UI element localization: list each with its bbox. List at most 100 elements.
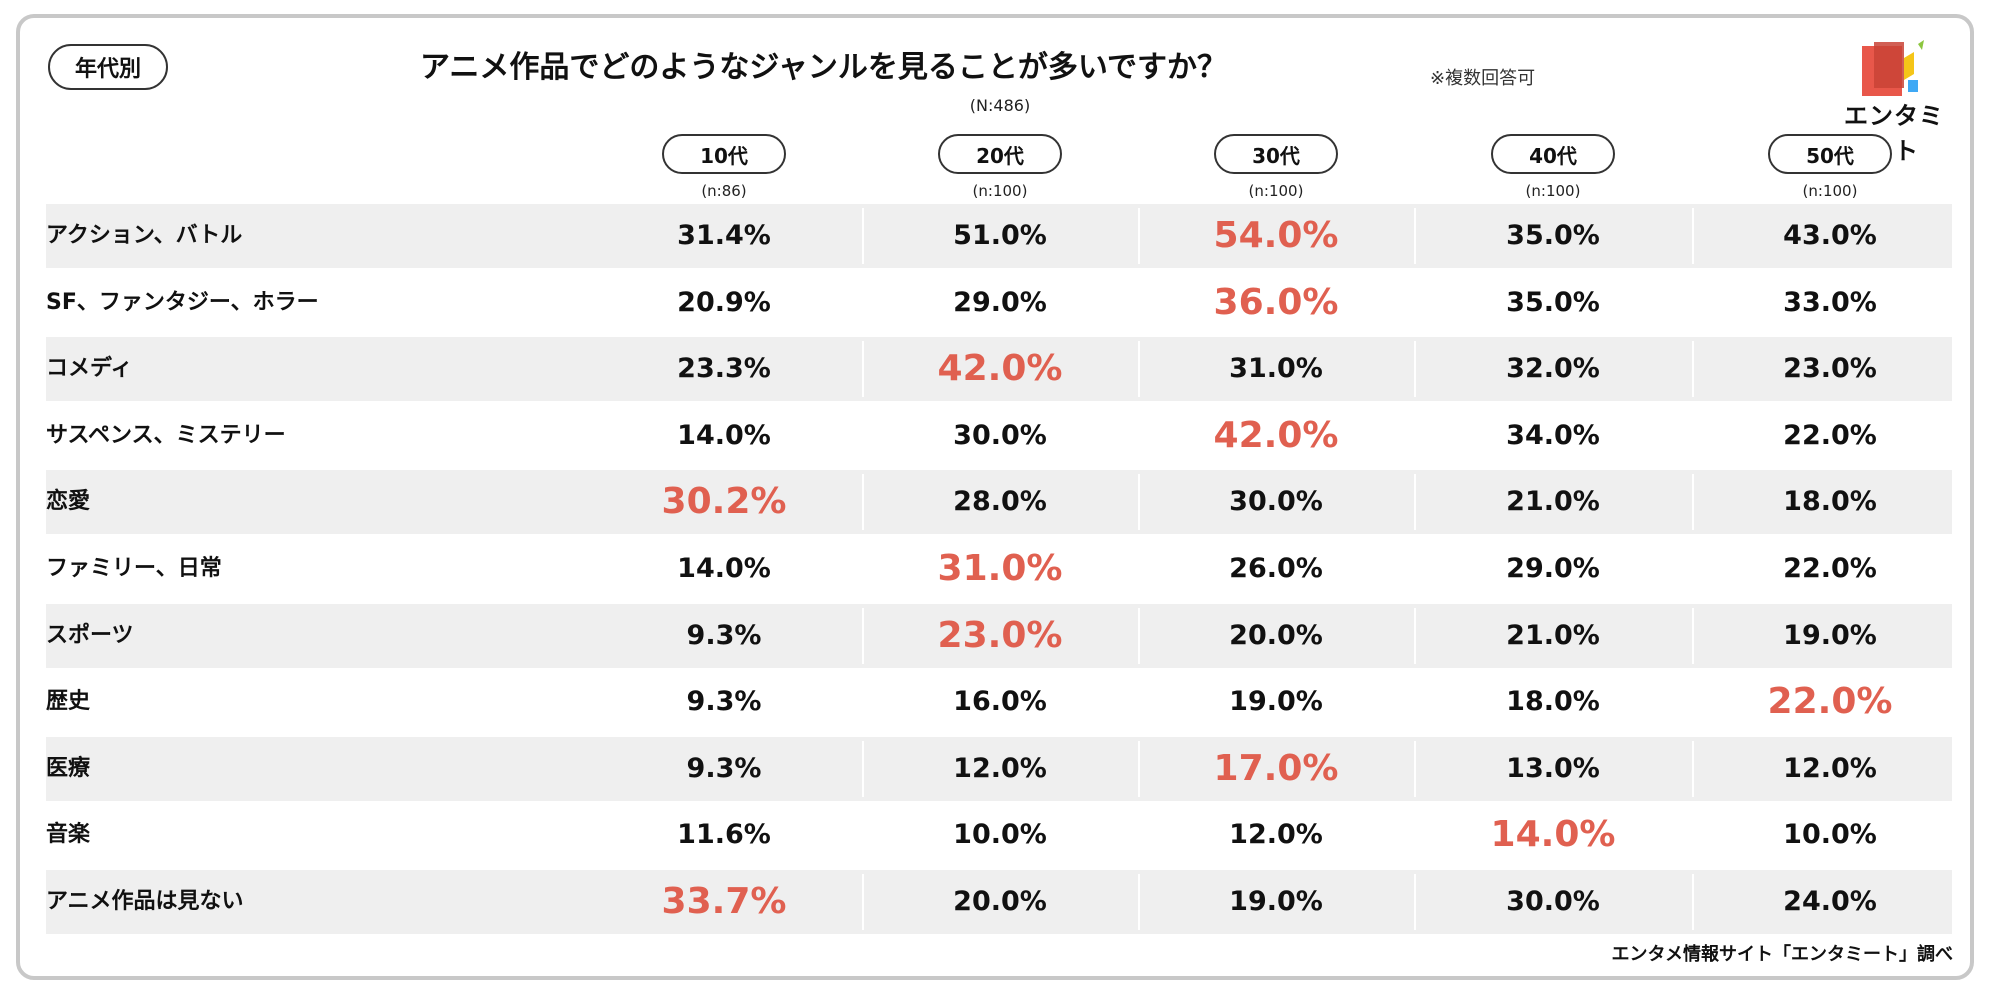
value-cell: 28.0% <box>953 486 1047 517</box>
highlighted-value-cell: 33.7% <box>661 881 787 922</box>
row-label: コメディ <box>46 356 133 381</box>
table-row: アクション、バトル 31.4% 51.0% 54.0% 35.0% 43.0% <box>46 204 1952 268</box>
row-label: 歴史 <box>46 689 91 714</box>
column-header-3: 30代 <box>1214 134 1338 174</box>
highlighted-value-cell: 42.0% <box>937 348 1063 389</box>
row-label: スポーツ <box>46 623 134 648</box>
value-cell: 19.0% <box>1229 886 1323 917</box>
row-label: ファミリー、日常 <box>46 556 222 581</box>
highlighted-value-cell: 54.0% <box>1213 215 1339 256</box>
value-cell: 11.6% <box>677 819 771 850</box>
column-separator <box>1414 341 1416 397</box>
value-cell: 18.0% <box>1783 486 1877 517</box>
value-cell: 43.0% <box>1783 220 1877 251</box>
value-cell: 9.3% <box>686 686 762 717</box>
row-label: アクション、バトル <box>46 223 243 248</box>
value-cell: 22.0% <box>1783 553 1877 584</box>
row-label: 音楽 <box>46 822 91 847</box>
value-cell: 12.0% <box>1229 819 1323 850</box>
column-separator <box>862 474 864 530</box>
column-header-5: 50代 <box>1768 134 1892 174</box>
column-separator <box>1138 208 1140 264</box>
table-row: スポーツ 9.3% 23.0% 20.0% 21.0% 19.0% <box>46 604 1952 668</box>
column-separator <box>862 741 864 797</box>
value-cell: 33.0% <box>1783 287 1877 318</box>
column-header-2: 20代 <box>938 134 1062 174</box>
column-separator <box>1414 741 1416 797</box>
column-header-1: 10代 <box>662 134 786 174</box>
category-badge: 年代別 <box>48 44 168 90</box>
column-header-4: 40代 <box>1491 134 1615 174</box>
value-cell: 20.9% <box>677 287 771 318</box>
table-row: 恋愛 30.2% 28.0% 30.0% 21.0% 18.0% <box>46 470 1952 534</box>
value-cell: 19.0% <box>1783 620 1877 651</box>
column-separator <box>1138 741 1140 797</box>
highlighted-value-cell: 42.0% <box>1213 415 1339 456</box>
column-separator <box>1414 874 1416 930</box>
value-cell: 51.0% <box>953 220 1047 251</box>
multiple-answer-note: ※複数回答可 <box>1430 68 1536 89</box>
value-cell: 26.0% <box>1229 553 1323 584</box>
value-cell: 21.0% <box>1506 620 1600 651</box>
value-cell: 9.3% <box>686 620 762 651</box>
column-separator <box>1692 741 1694 797</box>
column-sample-size-4: (n:100) <box>1525 182 1581 200</box>
column-separator <box>862 608 864 664</box>
entameet-logo-icon <box>1862 40 1924 96</box>
highlighted-value-cell: 17.0% <box>1213 748 1339 789</box>
value-cell: 31.4% <box>677 220 771 251</box>
column-separator <box>1414 208 1416 264</box>
value-cell: 35.0% <box>1506 220 1600 251</box>
column-separator <box>862 208 864 264</box>
table-row: 歴史 9.3% 16.0% 19.0% 18.0% 22.0% <box>46 670 1952 734</box>
row-label: サスペンス、ミステリー <box>46 423 286 448</box>
column-separator <box>1692 474 1694 530</box>
value-cell: 23.3% <box>677 353 771 384</box>
column-separator <box>1414 474 1416 530</box>
value-cell: 24.0% <box>1783 886 1877 917</box>
row-label: 恋愛 <box>46 489 91 514</box>
table-row: ファミリー、日常 14.0% 31.0% 26.0% 29.0% 22.0% <box>46 537 1952 601</box>
value-cell: 12.0% <box>1783 753 1877 784</box>
value-cell: 14.0% <box>677 553 771 584</box>
source-credit: エンタメ情報サイト「エンタミート」調べ <box>1611 944 1953 965</box>
table-row: 音楽 11.6% 10.0% 12.0% 14.0% 10.0% <box>46 803 1952 867</box>
highlighted-value-cell: 31.0% <box>937 548 1063 589</box>
value-cell: 18.0% <box>1506 686 1600 717</box>
highlighted-value-cell: 36.0% <box>1213 282 1339 323</box>
row-label: アニメ作品は見ない <box>46 889 244 914</box>
table-row: 医療 9.3% 12.0% 17.0% 13.0% 12.0% <box>46 737 1952 801</box>
column-separator <box>862 874 864 930</box>
table-row: サスペンス、ミステリー 14.0% 30.0% 42.0% 34.0% 22.0% <box>46 404 1952 468</box>
value-cell: 32.0% <box>1506 353 1600 384</box>
row-label: SF、ファンタジー、ホラー <box>46 290 319 315</box>
row-label: 医療 <box>46 756 91 781</box>
value-cell: 20.0% <box>1229 620 1323 651</box>
column-separator <box>1692 874 1694 930</box>
value-cell: 30.0% <box>1229 486 1323 517</box>
column-sample-size-3: (n:100) <box>1248 182 1304 200</box>
value-cell: 21.0% <box>1506 486 1600 517</box>
column-sample-size-2: (n:100) <box>972 182 1028 200</box>
value-cell: 10.0% <box>1783 819 1877 850</box>
column-separator <box>1692 608 1694 664</box>
value-cell: 14.0% <box>677 420 771 451</box>
value-cell: 13.0% <box>1506 753 1600 784</box>
value-cell: 29.0% <box>1506 553 1600 584</box>
column-separator <box>1138 874 1140 930</box>
table-row: コメディ 23.3% 42.0% 31.0% 32.0% 23.0% <box>46 337 1952 401</box>
highlighted-value-cell: 23.0% <box>937 615 1063 656</box>
highlighted-value-cell: 30.2% <box>661 481 787 522</box>
column-separator <box>1692 208 1694 264</box>
total-sample-size: (N:486) <box>969 96 1031 115</box>
highlighted-value-cell: 14.0% <box>1490 814 1616 855</box>
highlighted-value-cell: 22.0% <box>1767 681 1893 722</box>
value-cell: 30.0% <box>1506 886 1600 917</box>
column-separator <box>1138 474 1140 530</box>
column-sample-size-5: (n:100) <box>1802 182 1858 200</box>
column-separator <box>862 341 864 397</box>
value-cell: 20.0% <box>953 886 1047 917</box>
value-cell: 29.0% <box>953 287 1047 318</box>
value-cell: 22.0% <box>1783 420 1877 451</box>
chart-title: アニメ作品でどのようなジャンルを見ることが多いですか？ <box>420 50 1227 85</box>
